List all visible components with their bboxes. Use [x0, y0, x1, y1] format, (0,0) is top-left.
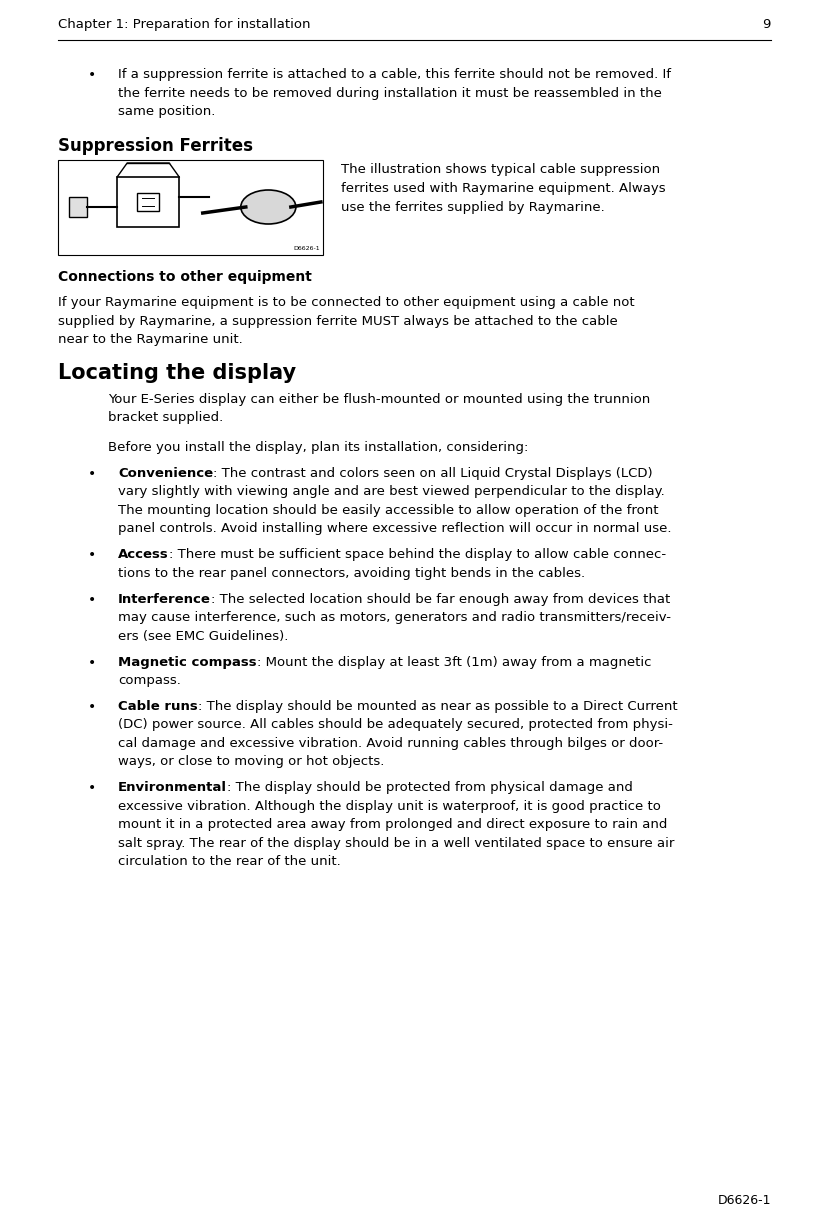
- Text: use the ferrites supplied by Raymarine.: use the ferrites supplied by Raymarine.: [341, 200, 605, 213]
- Text: Interference: Interference: [118, 593, 211, 606]
- Text: excessive vibration. Although the display unit is waterproof, it is good practic: excessive vibration. Although the displa…: [118, 800, 660, 814]
- Ellipse shape: [241, 190, 295, 225]
- Text: same position.: same position.: [118, 106, 215, 118]
- Text: If your Raymarine equipment is to be connected to other equipment using a cable : If your Raymarine equipment is to be con…: [58, 297, 634, 309]
- Text: Locating the display: Locating the display: [58, 363, 296, 383]
- Text: Suppression Ferrites: Suppression Ferrites: [58, 136, 253, 155]
- Text: Magnetic compass: Magnetic compass: [118, 655, 256, 669]
- Text: Convenience: Convenience: [118, 467, 213, 480]
- Text: ers (see EMC Guidelines).: ers (see EMC Guidelines).: [118, 629, 288, 643]
- Text: •: •: [88, 467, 96, 481]
- Bar: [58, 160, 323, 254]
- Text: •: •: [88, 655, 96, 670]
- Text: : The contrast and colors seen on all Liquid Crystal Displays (LCD): : The contrast and colors seen on all Li…: [213, 467, 653, 480]
- Text: (DC) power source. All cables should be adequately secured, protected from physi: (DC) power source. All cables should be …: [118, 719, 672, 731]
- Text: Access: Access: [118, 548, 169, 561]
- Text: : Mount the display at least 3ft (1m) away from a magnetic: : Mount the display at least 3ft (1m) aw…: [256, 655, 651, 669]
- Text: 9: 9: [762, 18, 770, 31]
- Text: The illustration shows typical cable suppression: The illustration shows typical cable sup…: [341, 163, 660, 177]
- Bar: [137, 193, 159, 211]
- Text: D6626-1: D6626-1: [294, 247, 320, 252]
- Text: : The display should be mounted as near as possible to a Direct Current: : The display should be mounted as near …: [198, 699, 676, 713]
- Text: If a suppression ferrite is attached to a cable, this ferrite should not be remo: If a suppression ferrite is attached to …: [118, 67, 671, 81]
- Text: Your E-Series display can either be flush-mounted or mounted using the trunnion: Your E-Series display can either be flus…: [108, 393, 649, 406]
- Text: ways, or close to moving or hot objects.: ways, or close to moving or hot objects.: [118, 756, 384, 768]
- Text: Cable runs: Cable runs: [118, 699, 198, 713]
- Text: may cause interference, such as motors, generators and radio transmitters/receiv: may cause interference, such as motors, …: [118, 611, 671, 625]
- Text: Chapter 1: Preparation for installation: Chapter 1: Preparation for installation: [58, 18, 310, 31]
- Text: circulation to the rear of the unit.: circulation to the rear of the unit.: [118, 855, 341, 869]
- Text: supplied by Raymarine, a suppression ferrite MUST always be attached to the cabl: supplied by Raymarine, a suppression fer…: [58, 315, 617, 328]
- Bar: [117, 177, 179, 227]
- Text: bracket supplied.: bracket supplied.: [108, 411, 223, 425]
- Text: : There must be sufficient space behind the display to allow cable connec-: : There must be sufficient space behind …: [169, 548, 665, 561]
- Text: •: •: [88, 67, 96, 82]
- Text: mount it in a protected area away from prolonged and direct exposure to rain and: mount it in a protected area away from p…: [118, 818, 667, 832]
- Text: Before you install the display, plan its installation, considering:: Before you install the display, plan its…: [108, 440, 528, 454]
- Text: •: •: [88, 593, 96, 606]
- Text: The mounting location should be easily accessible to allow operation of the fron: The mounting location should be easily a…: [118, 504, 657, 517]
- Bar: [69, 198, 87, 217]
- Text: Environmental: Environmental: [118, 782, 227, 794]
- Text: •: •: [88, 699, 96, 714]
- Text: ferrites used with Raymarine equipment. Always: ferrites used with Raymarine equipment. …: [341, 182, 665, 195]
- Text: the ferrite needs to be removed during installation it must be reassembled in th: the ferrite needs to be removed during i…: [118, 86, 662, 99]
- Text: salt spray. The rear of the display should be in a well ventilated space to ensu: salt spray. The rear of the display shou…: [118, 837, 674, 850]
- Text: compass.: compass.: [118, 674, 181, 687]
- Text: cal damage and excessive vibration. Avoid running cables through bilges or door-: cal damage and excessive vibration. Avoi…: [118, 737, 662, 750]
- Text: vary slightly with viewing angle and are best viewed perpendicular to the displa: vary slightly with viewing angle and are…: [118, 486, 664, 498]
- Text: near to the Raymarine unit.: near to the Raymarine unit.: [58, 334, 242, 346]
- Text: : The selected location should be far enough away from devices that: : The selected location should be far en…: [211, 593, 670, 606]
- Text: : The display should be protected from physical damage and: : The display should be protected from p…: [227, 782, 633, 794]
- Text: D6626-1: D6626-1: [716, 1194, 770, 1207]
- Text: tions to the rear panel connectors, avoiding tight bends in the cables.: tions to the rear panel connectors, avoi…: [118, 567, 585, 580]
- Text: •: •: [88, 782, 96, 795]
- Text: •: •: [88, 548, 96, 562]
- Text: Connections to other equipment: Connections to other equipment: [58, 270, 312, 285]
- Text: panel controls. Avoid installing where excessive reflection will occur in normal: panel controls. Avoid installing where e…: [118, 523, 671, 535]
